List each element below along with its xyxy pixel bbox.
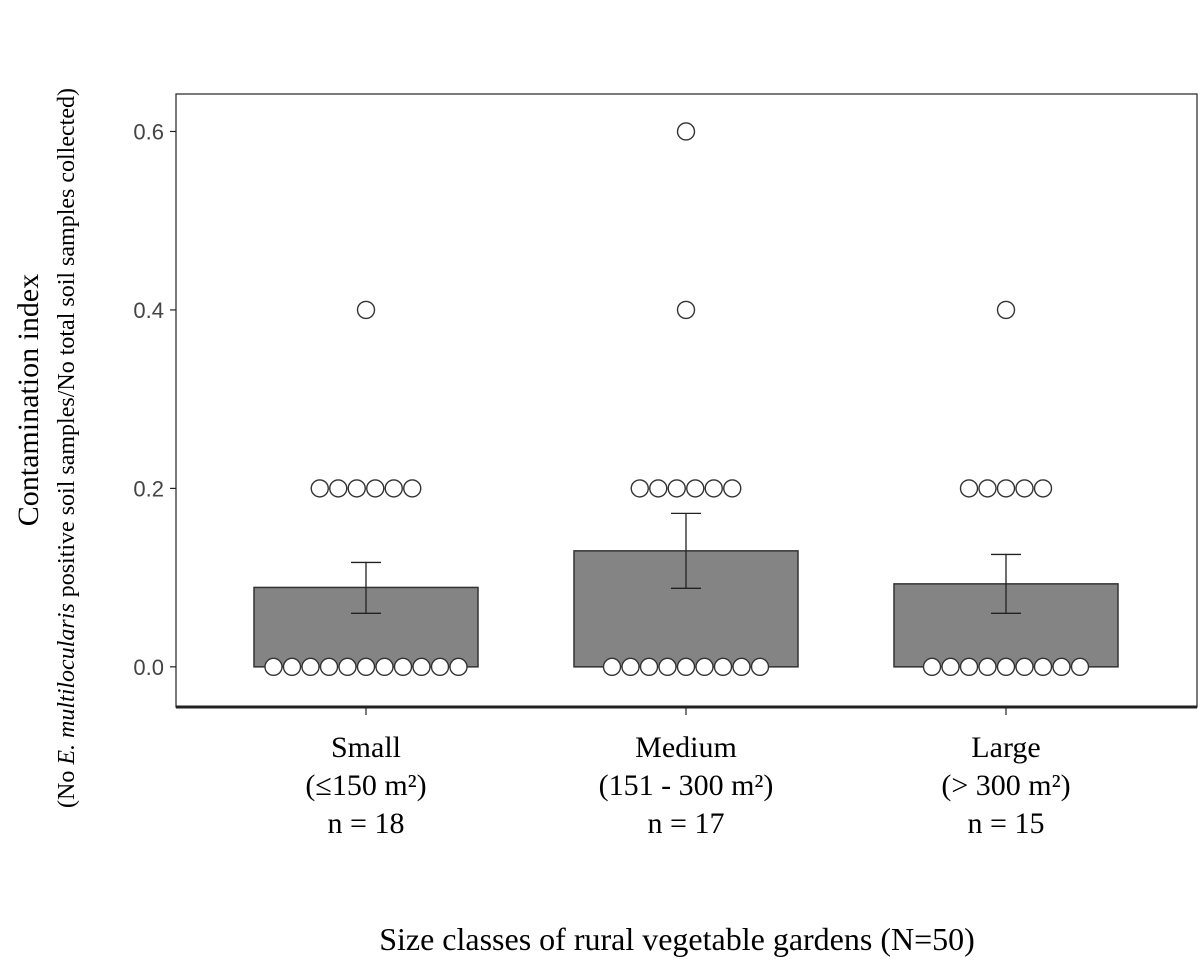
x-tick-count: n = 18	[328, 807, 405, 840]
data-point	[732, 657, 751, 677]
data-point	[356, 657, 376, 677]
data-point	[713, 657, 733, 677]
y-tick-label: 0.6	[133, 119, 164, 144]
data-point	[356, 300, 376, 320]
y-axis-title: Contamination index (No E. multilocularis…	[12, 88, 80, 808]
data-point	[695, 657, 714, 677]
data-point	[301, 657, 320, 677]
data-point	[1052, 657, 1071, 677]
error-bar-small	[351, 561, 381, 614]
data-point	[1070, 657, 1090, 677]
x-tick-sublabel: (> 300 m²)	[941, 769, 1070, 802]
data-point	[338, 657, 357, 677]
data-point	[430, 657, 450, 677]
bars	[253, 550, 1119, 668]
data-point	[676, 300, 696, 320]
error-bar-large	[991, 553, 1021, 614]
y-axis: 0.0 0.2 0.4 0.6	[133, 119, 176, 680]
data-point	[375, 657, 394, 677]
data-point	[449, 657, 468, 677]
data-point	[621, 657, 640, 677]
data-point	[1033, 657, 1053, 677]
error-bars	[351, 512, 1021, 614]
data-point	[723, 479, 742, 498]
data-point	[750, 657, 770, 677]
data-point	[978, 479, 997, 498]
data-point	[922, 657, 942, 677]
x-tick-label: Large	[971, 731, 1040, 764]
data-point	[667, 479, 686, 498]
data-point	[676, 122, 696, 141]
data-point	[649, 479, 668, 498]
data-point	[978, 657, 997, 677]
error-bar-medium	[671, 512, 701, 589]
data-point	[393, 657, 413, 677]
data-point	[658, 657, 677, 677]
data-point	[264, 657, 283, 677]
data-point	[639, 657, 659, 677]
data-point	[959, 657, 979, 677]
data-point	[602, 657, 622, 677]
data-point	[1015, 479, 1034, 498]
y-axis-title-line1: Contamination index	[12, 274, 45, 526]
data-point	[941, 657, 960, 677]
data-point	[329, 479, 348, 498]
data-point	[959, 479, 979, 498]
x-axis-title: Size classes of rural vegetable gardens …	[379, 921, 975, 957]
data-point	[310, 479, 329, 498]
y-tick-label: 0.4	[133, 298, 164, 323]
data-point	[403, 479, 422, 498]
data-point	[319, 657, 339, 677]
data-point	[1033, 479, 1053, 498]
data-point	[630, 479, 649, 498]
data-point	[686, 479, 705, 498]
data-point	[996, 300, 1016, 320]
x-tick-count: n = 15	[968, 807, 1045, 840]
data-point	[347, 479, 366, 498]
data-point	[996, 479, 1016, 498]
x-axis: Small (≤150 m²) n = 18 Medium (151 - 300 m²)…	[305, 707, 1071, 840]
x-tick-label: Small	[331, 731, 401, 764]
x-tick-count: n = 17	[648, 807, 725, 840]
x-tick-sublabel: (151 - 300 m²)	[599, 769, 774, 802]
y-tick-label: 0.2	[133, 476, 164, 501]
data-point	[676, 657, 696, 677]
data-point	[384, 479, 403, 498]
data-point	[366, 479, 385, 498]
data-points	[264, 122, 1090, 677]
y-axis-title-line2: (No E. multilocularis positive soil samp…	[54, 88, 80, 808]
data-point	[412, 657, 431, 677]
data-point	[1015, 657, 1034, 677]
x-tick-label: Medium	[635, 731, 737, 764]
data-point	[704, 479, 723, 498]
x-tick-sublabel: (≤150 m²)	[305, 769, 426, 802]
y-tick-label: 0.0	[133, 655, 164, 680]
data-point	[282, 657, 302, 677]
data-point	[996, 657, 1016, 677]
